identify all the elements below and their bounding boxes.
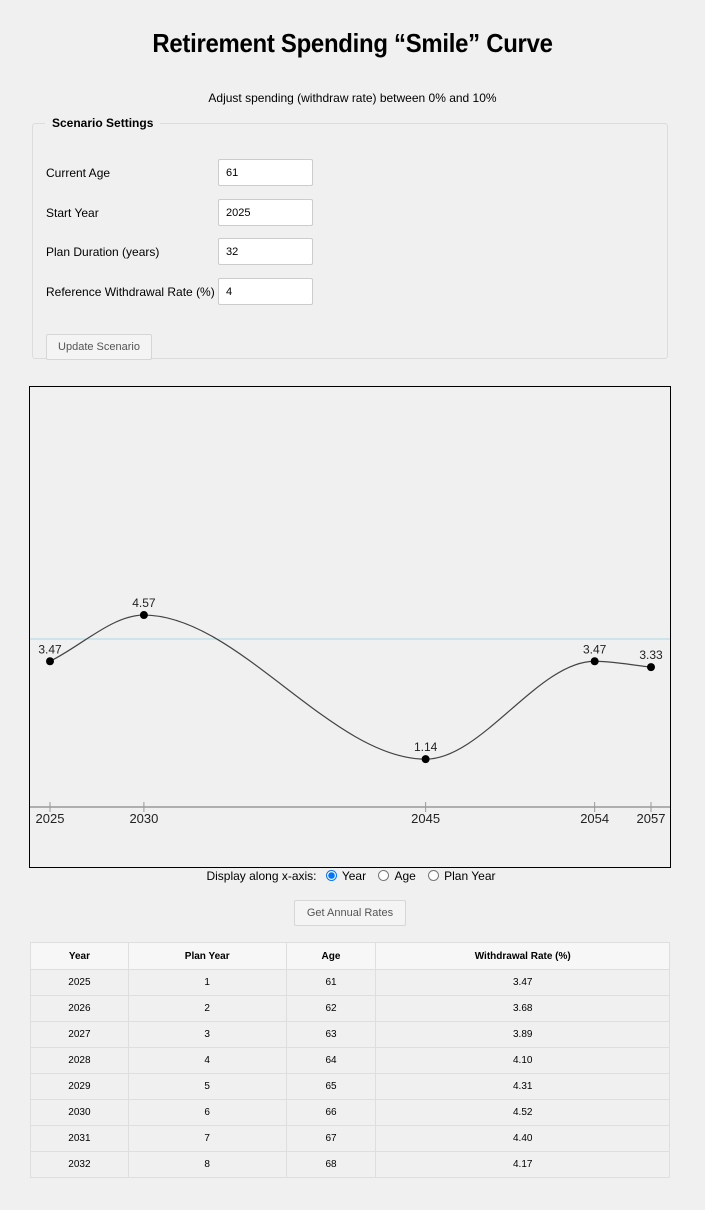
x-tick-label: 2054 bbox=[580, 811, 609, 826]
column-header-withdrawal-rate: Withdrawal Rate (%) bbox=[375, 942, 670, 970]
x-tick-label: 2045 bbox=[411, 811, 440, 826]
cell-withdrawal-rate: 4.10 bbox=[375, 1047, 670, 1074]
reference-rate-input[interactable] bbox=[218, 278, 313, 305]
start-year-label: Start Year bbox=[46, 206, 99, 220]
cell-plan-year: 3 bbox=[127, 1021, 287, 1048]
x-axis-age-radio[interactable] bbox=[378, 870, 390, 881]
spending-chart: 2025 2030 2045 2054 2057 3.47 4.57 1.14 3.47 3.3… bbox=[29, 386, 671, 868]
data-point bbox=[139, 611, 148, 620]
series-line bbox=[49, 614, 652, 760]
cell-withdrawal-rate: 4.31 bbox=[375, 1073, 670, 1100]
table-row: 2026 2 62 3.68 bbox=[30, 995, 670, 1022]
cell-withdrawal-rate: 3.47 bbox=[375, 969, 670, 996]
plan-duration-label: Plan Duration (years) bbox=[46, 245, 160, 259]
data-label: 4.57 bbox=[132, 596, 156, 610]
cell-age: 61 bbox=[285, 969, 377, 996]
cell-age: 67 bbox=[285, 1125, 377, 1152]
data-point bbox=[647, 663, 655, 672]
data-label: 3.47 bbox=[583, 642, 607, 656]
cell-plan-year: 4 bbox=[127, 1047, 287, 1074]
x-axis-ticks: 2025 2030 2045 2054 2057 bbox=[36, 802, 666, 826]
data-label: 3.47 bbox=[38, 642, 62, 656]
start-year-input[interactable] bbox=[218, 199, 313, 226]
cell-withdrawal-rate: 4.52 bbox=[375, 1099, 670, 1126]
x-axis-plan-year-label[interactable]: Plan Year bbox=[444, 869, 496, 883]
cell-year: 2025 bbox=[30, 969, 129, 996]
chart-svg: 2025 2030 2045 2054 2057 3.47 4.57 1.14 3.47 3.3… bbox=[30, 596, 670, 826]
x-axis-toggle: Display along x-axis: Year Age Plan Year bbox=[0, 869, 705, 883]
cell-withdrawal-rate: 4.17 bbox=[375, 1151, 670, 1178]
data-points bbox=[46, 611, 655, 764]
cell-plan-year: 8 bbox=[127, 1151, 287, 1178]
table-row: 2025 1 61 3.47 bbox=[30, 969, 670, 996]
current-age-input[interactable] bbox=[218, 159, 313, 186]
table-row: 2028 4 64 4.10 bbox=[30, 1047, 670, 1074]
current-age-label: Current Age bbox=[46, 166, 111, 180]
data-label: 3.33 bbox=[639, 648, 663, 662]
column-header-age: Age bbox=[285, 942, 377, 970]
plan-duration-input[interactable] bbox=[218, 238, 313, 265]
page-subtitle: Adjust spending (withdraw rate) between … bbox=[208, 91, 497, 105]
x-tick-label: 2030 bbox=[129, 811, 158, 826]
cell-year: 2026 bbox=[30, 995, 129, 1022]
cell-plan-year: 6 bbox=[127, 1099, 287, 1126]
data-labels: 3.47 4.57 1.14 3.47 3.33 bbox=[38, 596, 663, 754]
x-tick-label: 2057 bbox=[637, 811, 666, 826]
x-axis-age-label[interactable]: Age bbox=[394, 869, 416, 883]
cell-plan-year: 7 bbox=[127, 1125, 287, 1152]
x-tick-label: 2025 bbox=[36, 811, 65, 826]
cell-year: 2029 bbox=[30, 1073, 129, 1100]
cell-age: 65 bbox=[285, 1073, 377, 1100]
cell-withdrawal-rate: 4.40 bbox=[375, 1125, 670, 1152]
table-body: 2025 1 61 3.47 2026 2 62 3.68 2027 3 63 3.89 2028 4 64… bbox=[30, 969, 670, 1178]
table-row: 2031 7 67 4.40 bbox=[30, 1125, 670, 1152]
table-row: 2030 6 66 4.52 bbox=[30, 1099, 670, 1126]
x-axis-year-label[interactable]: Year bbox=[341, 869, 367, 883]
column-header-year: Year bbox=[30, 942, 129, 970]
x-axis-year-radio[interactable] bbox=[325, 870, 337, 881]
cell-plan-year: 1 bbox=[127, 969, 287, 996]
cell-age: 63 bbox=[285, 1021, 377, 1048]
cell-year: 2028 bbox=[30, 1047, 129, 1074]
cell-age: 62 bbox=[285, 995, 377, 1022]
reference-rate-label: Reference Withdrawal Rate (%) bbox=[46, 285, 215, 299]
table-row: 2032 8 68 4.17 bbox=[30, 1151, 670, 1178]
data-label: 1.14 bbox=[414, 740, 438, 754]
x-axis-plan-year-radio[interactable] bbox=[428, 870, 440, 881]
data-point bbox=[46, 657, 54, 666]
x-axis-toggle-label: Display along x-axis: bbox=[206, 869, 317, 883]
cell-year: 2030 bbox=[30, 1099, 129, 1126]
cell-year: 2031 bbox=[30, 1125, 129, 1152]
cell-age: 64 bbox=[285, 1047, 377, 1074]
scenario-settings: Scenario Settings Current Age Start Year… bbox=[32, 116, 668, 360]
column-header-plan-year: Plan Year bbox=[127, 942, 287, 970]
cell-year: 2027 bbox=[30, 1021, 129, 1048]
page-title: Retirement Spending “Smile” Curve bbox=[152, 28, 553, 58]
data-point bbox=[421, 755, 430, 764]
table-row: 2029 5 65 4.31 bbox=[30, 1073, 670, 1100]
annual-rates-table: Year Plan Year Age Withdrawal Rate (%) 2… bbox=[30, 942, 670, 1178]
cell-plan-year: 2 bbox=[127, 995, 287, 1022]
update-scenario-button[interactable]: Update Scenario bbox=[46, 334, 152, 360]
table-header-row: Year Plan Year Age Withdrawal Rate (%) bbox=[30, 942, 670, 970]
cell-plan-year: 5 bbox=[127, 1073, 287, 1100]
cell-age: 66 bbox=[285, 1099, 377, 1126]
cell-age: 68 bbox=[285, 1151, 377, 1178]
cell-withdrawal-rate: 3.89 bbox=[375, 1021, 670, 1048]
table-row: 2027 3 63 3.89 bbox=[30, 1021, 670, 1048]
cell-year: 2032 bbox=[30, 1151, 129, 1178]
scenario-legend: Scenario Settings bbox=[52, 116, 154, 130]
cell-withdrawal-rate: 3.68 bbox=[375, 995, 670, 1022]
data-point bbox=[590, 657, 599, 666]
get-annual-rates-button[interactable]: Get Annual Rates bbox=[294, 900, 406, 926]
